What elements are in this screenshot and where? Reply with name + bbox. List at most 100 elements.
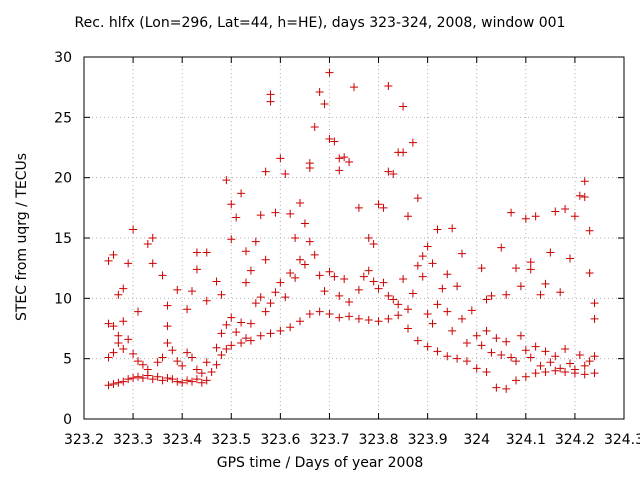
data-point: [276, 278, 285, 287]
data-point: [448, 326, 457, 335]
data-point: [467, 306, 476, 315]
data-point: [325, 267, 334, 276]
data-point: [354, 314, 363, 323]
data-point: [384, 314, 393, 323]
data-point: [124, 375, 133, 384]
data-point: [158, 353, 167, 362]
data-point: [281, 293, 290, 302]
data-point: [173, 357, 182, 366]
data-point: [423, 310, 432, 319]
data-point: [507, 208, 516, 217]
data-point: [374, 200, 383, 209]
data-point: [291, 234, 300, 242]
data-point: [286, 268, 295, 277]
data-point: [580, 177, 589, 186]
data-point: [458, 314, 466, 323]
data-point: [134, 357, 142, 366]
data-point: [104, 381, 113, 390]
data-point: [369, 240, 378, 249]
data-point: [217, 329, 226, 338]
axis-ticks: 323.2 323.3 323.4 323.5 323.6 323.7 323.8 323.9…: [54, 50, 640, 448]
data-point: [394, 311, 403, 320]
data-point: [404, 324, 412, 333]
data-point: [507, 353, 516, 362]
data-point: [134, 372, 142, 381]
data-point: [428, 319, 437, 328]
data-point: [477, 264, 486, 273]
data-point: [364, 266, 373, 275]
data-point: [158, 376, 167, 385]
data-point: [374, 284, 383, 293]
data-point: [590, 299, 599, 308]
data-point: [330, 137, 339, 146]
data-point: [315, 271, 324, 280]
data-point: [566, 254, 574, 263]
data-point: [286, 323, 295, 332]
data-point: [561, 205, 570, 214]
data-point: [556, 364, 565, 373]
data-point: [590, 369, 599, 378]
x-tick-label: 323.6: [260, 432, 300, 448]
data-point: [551, 207, 560, 216]
data-point: [261, 307, 270, 316]
data-point: [482, 295, 491, 304]
data-point: [320, 100, 329, 109]
data-point: [585, 357, 594, 366]
data-point: [526, 258, 535, 267]
data-point: [266, 90, 275, 99]
data-point: [512, 264, 520, 273]
data-point: [217, 351, 226, 360]
y-tick-label: 30: [54, 50, 72, 66]
data-point: [374, 317, 383, 326]
data-point: [502, 384, 511, 393]
x-tick-label: 323.3: [113, 432, 153, 448]
data-point: [340, 153, 349, 162]
data-point: [512, 376, 520, 385]
data-point: [242, 278, 250, 287]
data-point: [531, 369, 540, 378]
data-point: [462, 357, 471, 366]
data-point: [227, 200, 236, 209]
data-point: [335, 291, 344, 300]
x-tick-label: 323.8: [358, 432, 398, 448]
data-point: [266, 97, 275, 106]
data-point: [477, 341, 486, 350]
data-point: [286, 209, 295, 218]
data-point: [188, 287, 196, 296]
data-point: [232, 213, 241, 222]
data-point: [497, 351, 506, 360]
data-point: [536, 361, 545, 370]
data-point: [531, 212, 540, 221]
data-point: [531, 342, 540, 351]
y-tick-label: 15: [54, 231, 72, 247]
data-point: [413, 336, 422, 345]
data-point: [104, 319, 113, 328]
x-tick-label: 323.5: [211, 432, 251, 448]
data-point: [502, 290, 511, 299]
data-point: [109, 348, 118, 357]
data-points: [104, 68, 599, 393]
data-point: [384, 291, 393, 300]
data-point: [521, 372, 530, 381]
data-point: [237, 338, 246, 347]
data-point: [222, 320, 231, 329]
data-point: [502, 337, 511, 346]
data-point: [153, 358, 162, 367]
data-point: [340, 275, 349, 284]
y-tick-label: 0: [63, 412, 72, 428]
data-point: [521, 214, 530, 223]
data-point: [335, 166, 344, 175]
data-point: [232, 328, 241, 337]
data-point: [202, 376, 211, 385]
data-point: [590, 314, 599, 323]
data-point: [242, 247, 250, 256]
data-point: [119, 317, 128, 326]
data-point: [192, 248, 201, 257]
data-point: [114, 338, 123, 347]
data-point: [246, 319, 255, 328]
data-point: [561, 345, 570, 354]
data-point: [251, 299, 260, 308]
data-point: [217, 290, 226, 299]
data-point: [359, 272, 368, 281]
